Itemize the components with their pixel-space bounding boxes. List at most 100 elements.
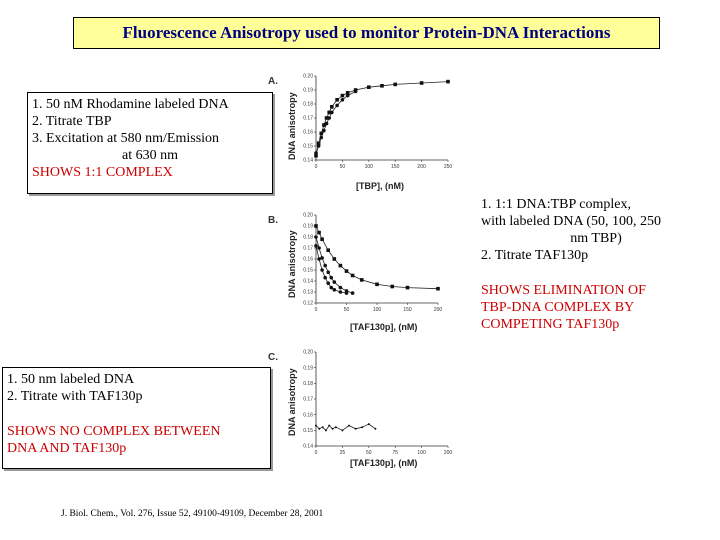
box-c-conclusion-2: DNA AND TAF130p xyxy=(7,441,127,456)
box-c-line1: 1. 50 nm labeled DNA xyxy=(7,372,135,387)
data-point xyxy=(380,84,384,88)
y-tick-label: 0.20 xyxy=(303,350,313,356)
data-point xyxy=(324,121,329,126)
y-tick-label: 0.16 xyxy=(303,130,313,136)
data-point xyxy=(319,131,324,136)
data-point xyxy=(328,424,331,427)
x-tick-label: 150 xyxy=(403,307,412,313)
box-a-line3: 3. Excitation at 580 nm/Emission xyxy=(32,131,220,146)
data-point xyxy=(326,270,330,274)
data-point xyxy=(340,93,345,98)
box-a-line2: 2. Titrate TBP xyxy=(32,114,112,129)
box-c: 1. 50 nm labeled DNA 2. Titrate with TAF… xyxy=(2,367,271,469)
data-point xyxy=(419,81,424,85)
panel-c-xlabel: [TAF130p], (nM) xyxy=(350,458,418,468)
y-tick-label: 0.12 xyxy=(303,301,313,307)
box-a-line4: at 630 nm xyxy=(122,148,178,163)
x-tick-label: 100 xyxy=(417,450,426,456)
data-point xyxy=(332,280,337,284)
x-tick-label: 100 xyxy=(365,164,374,170)
series-line xyxy=(315,81,449,156)
data-point xyxy=(345,91,350,95)
data-point xyxy=(327,116,331,120)
data-point xyxy=(315,424,317,427)
x-tick-label: 50 xyxy=(366,450,372,456)
y-tick-label: 0.18 xyxy=(303,235,313,241)
panel-c-chart: 0.14 0.15 0.16 0.17 0.18 0.19 0.20 0 25 50 75 100 20… xyxy=(303,350,453,456)
data-point xyxy=(321,426,324,429)
y-tick-label: 0.18 xyxy=(303,381,313,387)
data-point xyxy=(326,281,330,285)
data-point xyxy=(324,429,327,432)
data-point xyxy=(350,273,355,278)
y-tick-label: 0.16 xyxy=(303,257,313,263)
box-b-line4: 2. Titrate TAF130p xyxy=(481,248,589,263)
x-tick-label: 50 xyxy=(344,307,350,313)
data-point xyxy=(317,230,321,235)
data-point xyxy=(338,263,343,268)
data-point xyxy=(375,282,379,287)
panel-c-letter: C. xyxy=(268,352,278,363)
x-tick-label: 75 xyxy=(392,450,398,456)
data-point xyxy=(314,224,318,228)
data-point xyxy=(367,423,370,426)
data-point xyxy=(393,82,397,87)
y-tick-label: 0.17 xyxy=(303,116,313,122)
data-point xyxy=(436,286,440,291)
x-tick-label: 200 xyxy=(434,307,443,313)
data-point xyxy=(367,85,371,89)
data-point xyxy=(332,288,337,292)
box-b-line3: nm TBP) xyxy=(570,231,622,246)
data-point xyxy=(314,151,318,155)
data-point xyxy=(338,285,343,290)
data-point xyxy=(329,275,334,280)
x-tick-label: 25 xyxy=(340,450,346,456)
x-tick-label: 200 xyxy=(444,450,453,456)
data-point xyxy=(348,424,350,427)
y-tick-label: 0.17 xyxy=(303,246,313,252)
y-tick-label: 0.20 xyxy=(303,213,313,219)
data-point xyxy=(317,257,321,261)
data-point xyxy=(317,246,321,250)
y-tick-label: 0.15 xyxy=(303,268,313,274)
box-b-line1: 1. 1:1 DNA:TBP complex, xyxy=(481,197,631,212)
box-a-line1: 1. 50 nM Rhodamine labeled DNA xyxy=(32,97,229,112)
y-tick-label: 0.15 xyxy=(303,428,313,434)
panel-a-xlabel: [TBP], (nM) xyxy=(356,181,404,191)
y-tick-label: 0.14 xyxy=(303,279,313,285)
series-line xyxy=(315,236,353,294)
data-point xyxy=(323,275,327,280)
x-tick-label: 0 xyxy=(315,164,318,170)
panel-b-letter: B. xyxy=(268,215,278,226)
data-point xyxy=(330,105,334,109)
data-point xyxy=(324,116,329,120)
data-point xyxy=(322,123,326,127)
data-point xyxy=(390,284,395,289)
data-point xyxy=(323,263,327,268)
data-point xyxy=(320,237,324,241)
box-b-conclusion-2: TBP-DNA COMPLEX BY xyxy=(481,300,635,315)
panel-a-chart: 0.14 0.15 0.16 0.17 0.18 0.19 0.20 0 50 100 150 200… xyxy=(303,74,453,170)
y-tick-label: 0.19 xyxy=(303,224,313,230)
data-point xyxy=(335,103,339,108)
panel-b-ylabel: DNA anisotropy xyxy=(287,230,297,298)
y-tick-label: 0.14 xyxy=(303,158,313,164)
box-a: 1. 50 nM Rhodamine labeled DNA 2. Titrat… xyxy=(27,92,273,194)
x-tick-label: 0 xyxy=(315,450,318,456)
y-tick-label: 0.18 xyxy=(303,102,313,108)
data-point xyxy=(344,291,349,295)
y-tick-label: 0.20 xyxy=(303,74,313,80)
panel-a-ylabel: DNA anisotropy xyxy=(287,92,297,160)
panel-b-chart: 0.12 0.13 0.14 0.15 0.16 0.17 0.18 0.19 0.20 0 50 1… xyxy=(303,213,443,313)
citation: J. Biol. Chem., Vol. 276, Issue 52, 4910… xyxy=(61,509,324,519)
data-point xyxy=(350,291,355,295)
x-tick-label: 250 xyxy=(444,164,453,170)
data-point xyxy=(334,426,337,429)
data-point xyxy=(354,427,357,430)
box-b-conclusion-3: COMPETING TAF130p xyxy=(481,317,620,332)
data-point xyxy=(446,79,450,84)
data-point xyxy=(329,285,334,290)
data-point xyxy=(319,135,324,140)
x-tick-label: 50 xyxy=(340,164,346,170)
x-tick-label: 0 xyxy=(315,307,318,313)
